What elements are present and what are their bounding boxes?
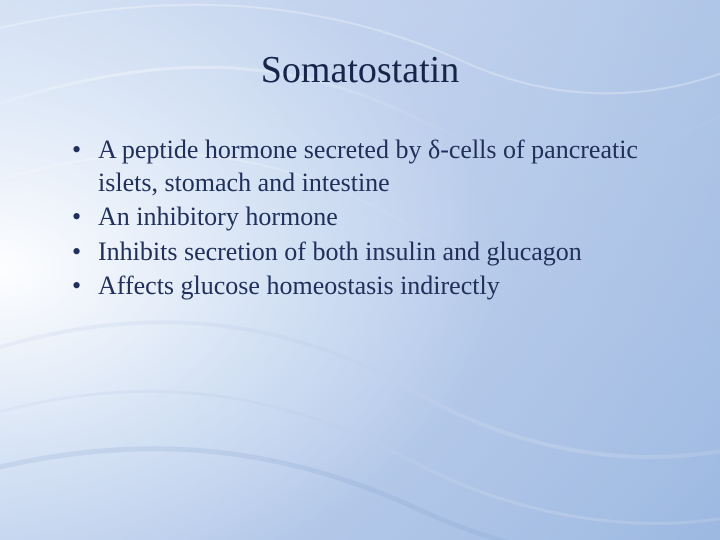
- bullet-list: A peptide hormone secreted by δ-cells of…: [50, 134, 670, 303]
- slide-content: Somatostatin A peptide hormone secreted …: [0, 0, 720, 303]
- slide-title: Somatostatin: [50, 48, 670, 92]
- list-item: An inhibitory hormone: [78, 201, 670, 234]
- list-item: Inhibits secretion of both insulin and g…: [78, 236, 670, 269]
- list-item: A peptide hormone secreted by δ-cells of…: [78, 134, 670, 199]
- list-item: Affects glucose homeostasis indirectly: [78, 270, 670, 303]
